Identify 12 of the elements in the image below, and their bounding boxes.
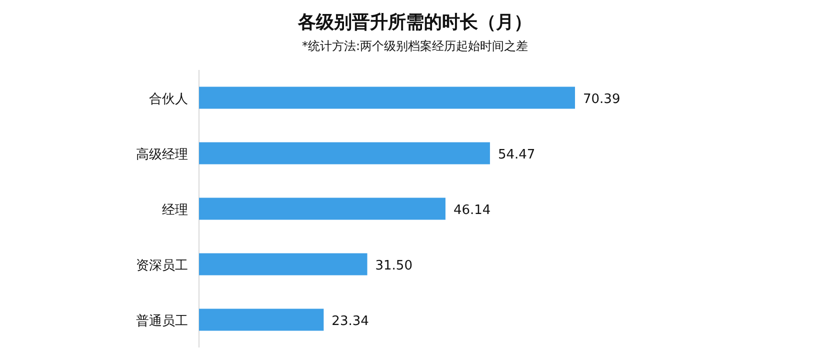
title: 各级别晋升所需的时长（月） bbox=[298, 12, 532, 33]
value-label: 31.50 bbox=[375, 258, 412, 274]
value-label: 70.39 bbox=[583, 92, 620, 107]
value-label: 46.14 bbox=[453, 202, 491, 218]
category-label: 资深员工 bbox=[136, 258, 188, 274]
category-label: 合伙人 bbox=[149, 92, 188, 107]
category-label: 普通员工 bbox=[136, 314, 188, 329]
subtitle: *统计方法:两个级别档案经历起始时间之差 bbox=[302, 39, 528, 53]
category-label: 高级经理 bbox=[136, 147, 188, 162]
value-label: 54.47 bbox=[498, 147, 536, 162]
category-label: 经理 bbox=[162, 202, 188, 218]
value-label: 23.34 bbox=[332, 314, 369, 329]
